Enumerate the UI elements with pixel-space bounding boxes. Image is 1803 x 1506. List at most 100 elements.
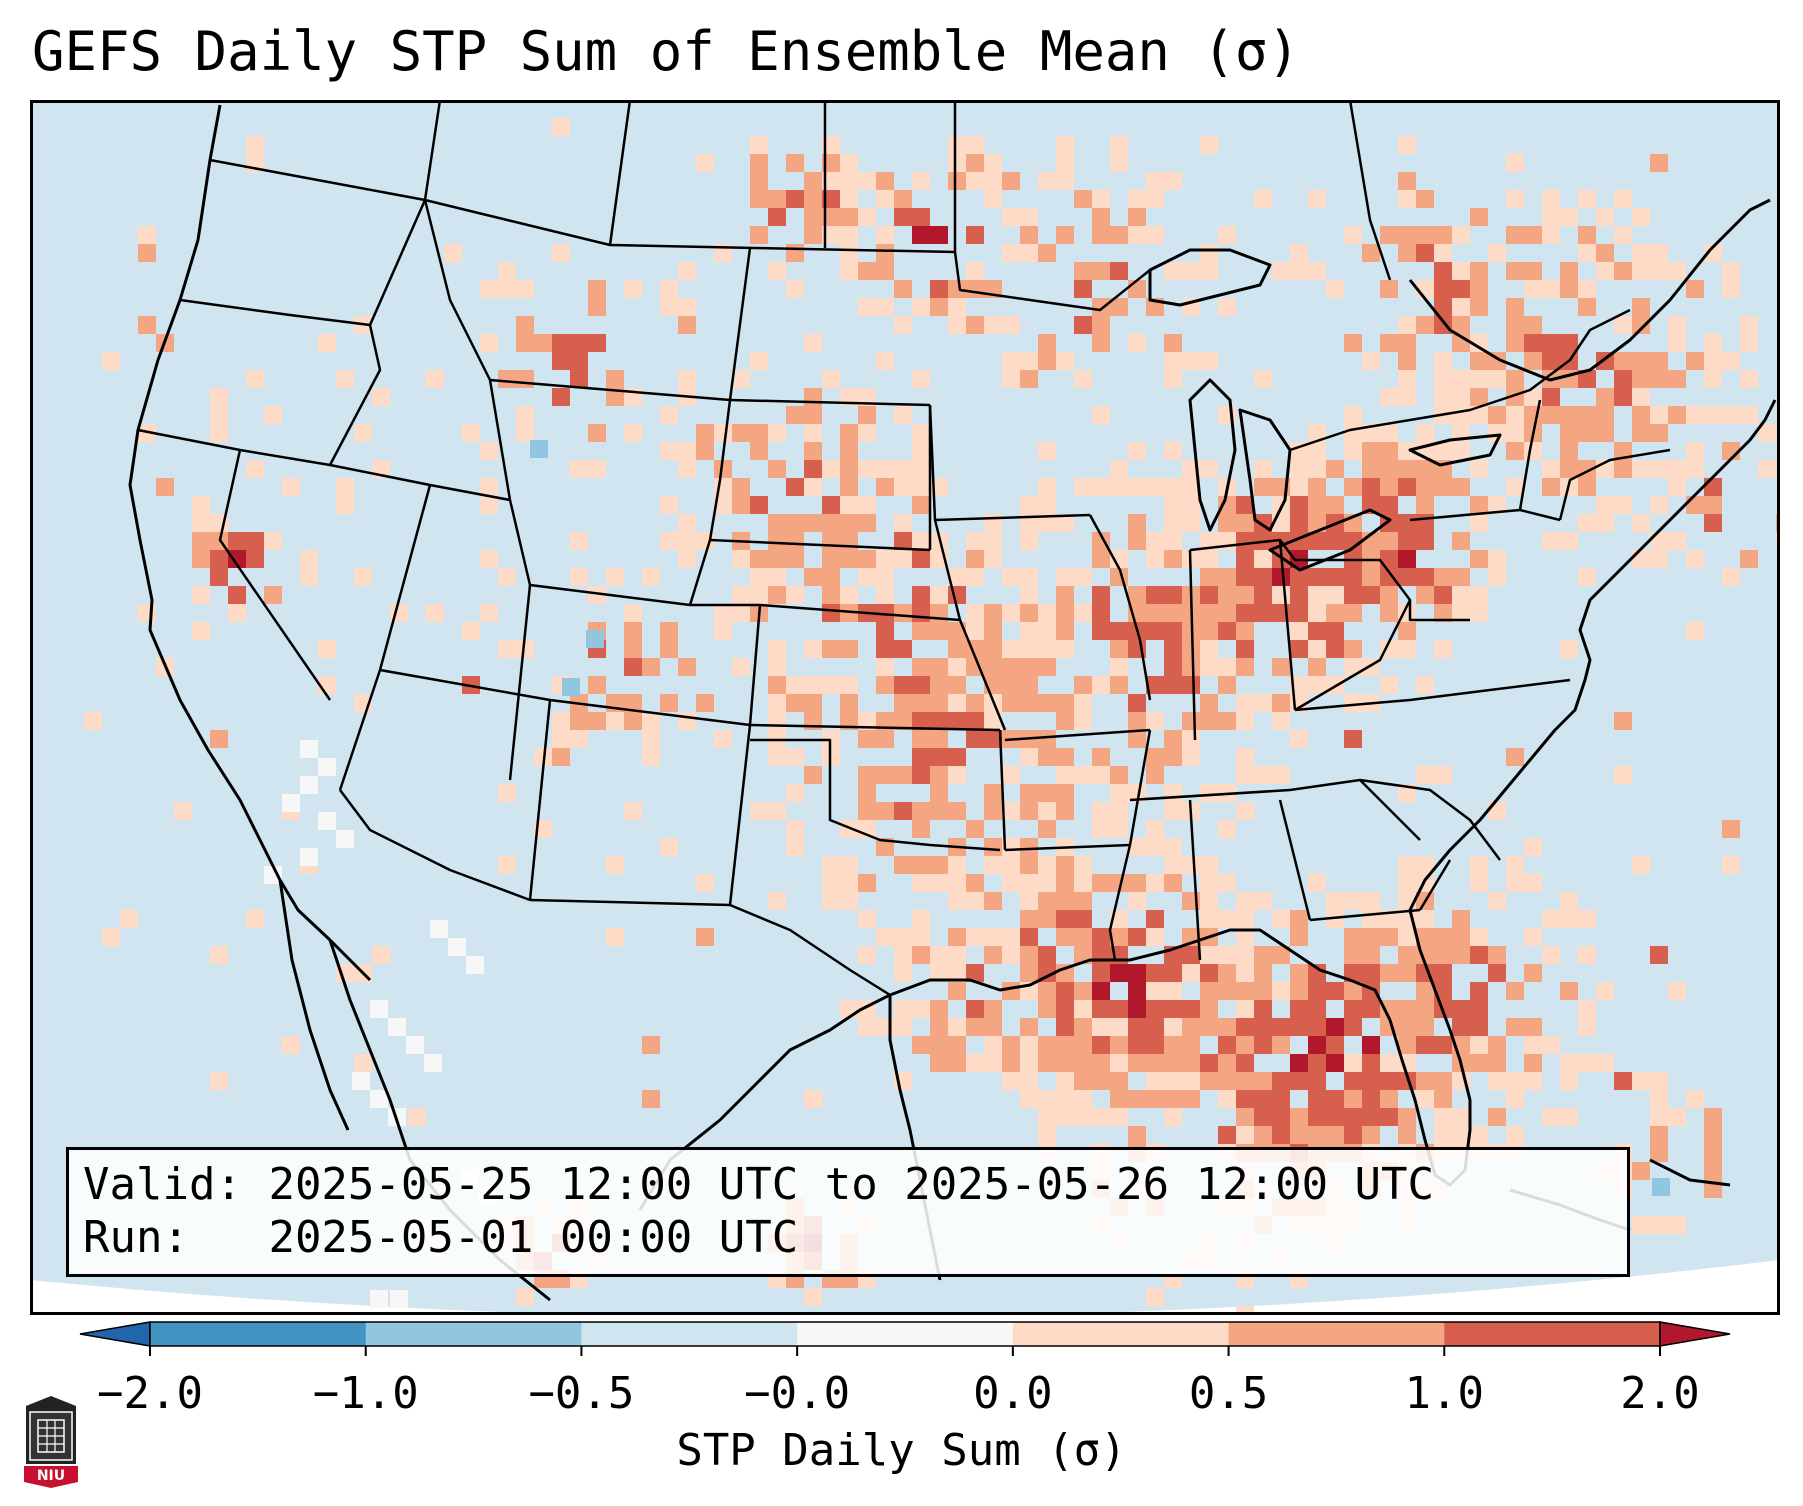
stp-cell bbox=[1200, 640, 1218, 658]
stp-cell bbox=[1254, 1108, 1272, 1126]
stp-cell bbox=[822, 676, 840, 694]
stp-cell bbox=[1362, 1072, 1380, 1090]
stp-cell bbox=[1722, 568, 1740, 586]
map-title: GEFS Daily STP Sum of Ensemble Mean (σ) bbox=[32, 20, 1300, 83]
stp-cell bbox=[1254, 550, 1272, 568]
stp-cell bbox=[966, 874, 984, 892]
stp-cell bbox=[984, 190, 1002, 208]
stp-cell bbox=[786, 748, 804, 766]
stp-cell bbox=[1164, 658, 1182, 676]
stp-cell bbox=[516, 334, 534, 352]
stp-cell bbox=[1416, 1072, 1434, 1090]
stp-cell bbox=[1092, 316, 1110, 334]
stp-cell bbox=[1020, 514, 1038, 532]
stp-cell bbox=[1038, 856, 1056, 874]
stp-cell bbox=[1452, 532, 1470, 550]
stp-cell bbox=[480, 280, 498, 298]
stp-cell bbox=[1686, 352, 1704, 370]
stp-cell bbox=[1200, 784, 1218, 802]
stp-cell bbox=[1146, 676, 1164, 694]
stp-cell bbox=[642, 730, 660, 748]
stp-cell bbox=[1722, 280, 1740, 298]
stp-cell bbox=[1308, 964, 1326, 982]
stp-cell bbox=[1236, 622, 1254, 640]
stp-cell bbox=[822, 586, 840, 604]
stp-cell bbox=[1326, 1036, 1344, 1054]
stp-cell bbox=[1020, 892, 1038, 910]
stp-cell bbox=[1380, 1090, 1398, 1108]
stp-cell bbox=[588, 460, 606, 478]
stp-cell bbox=[840, 604, 858, 622]
stp-cell bbox=[1110, 928, 1128, 946]
stp-cell bbox=[1398, 964, 1416, 982]
stp-cell bbox=[678, 460, 696, 478]
stp-cell bbox=[1218, 964, 1236, 982]
stp-cell bbox=[1668, 1216, 1686, 1234]
stp-cell bbox=[858, 766, 876, 784]
stp-cell bbox=[642, 748, 660, 766]
stp-cell bbox=[966, 226, 984, 244]
stp-cell bbox=[768, 514, 786, 532]
stp-cell bbox=[1236, 586, 1254, 604]
stp-cell bbox=[1650, 1144, 1668, 1162]
stp-cell bbox=[1236, 1036, 1254, 1054]
stp-cell bbox=[804, 478, 822, 496]
stp-cell bbox=[948, 1018, 966, 1036]
stp-cell bbox=[192, 586, 210, 604]
stp-cell bbox=[1362, 1000, 1380, 1018]
stp-cell bbox=[1182, 478, 1200, 496]
stp-cell bbox=[786, 676, 804, 694]
stp-cell bbox=[1652, 1178, 1670, 1196]
stp-cell bbox=[1650, 262, 1668, 280]
stp-cell bbox=[1200, 982, 1218, 1000]
stp-cell bbox=[1344, 640, 1362, 658]
stp-cell bbox=[1110, 460, 1128, 478]
stp-cell bbox=[966, 820, 984, 838]
stp-cell bbox=[192, 532, 210, 550]
stp-cell bbox=[1632, 406, 1650, 424]
stp-cell bbox=[948, 712, 966, 730]
stp-cell bbox=[894, 406, 912, 424]
stp-cell bbox=[1218, 1072, 1236, 1090]
stp-cell bbox=[1236, 514, 1254, 532]
stp-cell bbox=[1542, 1036, 1560, 1054]
stp-cell bbox=[1020, 1072, 1038, 1090]
stp-cell bbox=[1578, 1000, 1596, 1018]
stp-cell bbox=[1254, 1126, 1272, 1144]
stp-cell bbox=[1254, 190, 1272, 208]
stp-cell bbox=[894, 640, 912, 658]
stp-cell bbox=[1308, 982, 1326, 1000]
stp-cell bbox=[1524, 316, 1542, 334]
stp-cell bbox=[1488, 1072, 1506, 1090]
stp-cell bbox=[318, 758, 336, 776]
stp-cell bbox=[1398, 460, 1416, 478]
stp-cell bbox=[1362, 586, 1380, 604]
stp-cell bbox=[1596, 244, 1614, 262]
stp-cell bbox=[1560, 1072, 1578, 1090]
stp-cell bbox=[1020, 694, 1038, 712]
stp-cell bbox=[1236, 964, 1254, 982]
stp-cell bbox=[714, 622, 732, 640]
stp-cell bbox=[984, 712, 1002, 730]
stp-cell bbox=[1074, 190, 1092, 208]
stp-cell bbox=[1020, 856, 1038, 874]
stp-cell bbox=[1056, 712, 1074, 730]
stp-cell bbox=[210, 406, 228, 424]
stp-cell bbox=[1236, 982, 1254, 1000]
stp-cell bbox=[1146, 550, 1164, 568]
stp-cell bbox=[1506, 874, 1524, 892]
stp-cell bbox=[606, 856, 624, 874]
stp-cell bbox=[1038, 352, 1056, 370]
stp-cell bbox=[1308, 1018, 1326, 1036]
stp-cell bbox=[1650, 244, 1668, 262]
stp-cell bbox=[876, 802, 894, 820]
stp-cell bbox=[1020, 1054, 1038, 1072]
stp-cell bbox=[1254, 568, 1272, 586]
stp-cell bbox=[1074, 262, 1092, 280]
stp-cell bbox=[1056, 802, 1074, 820]
stp-cell bbox=[1272, 982, 1290, 1000]
stp-cell bbox=[1074, 928, 1092, 946]
stp-cell bbox=[1290, 1126, 1308, 1144]
colorbar-tick-label: −1.0 bbox=[313, 1368, 419, 1419]
stp-cell bbox=[1290, 514, 1308, 532]
